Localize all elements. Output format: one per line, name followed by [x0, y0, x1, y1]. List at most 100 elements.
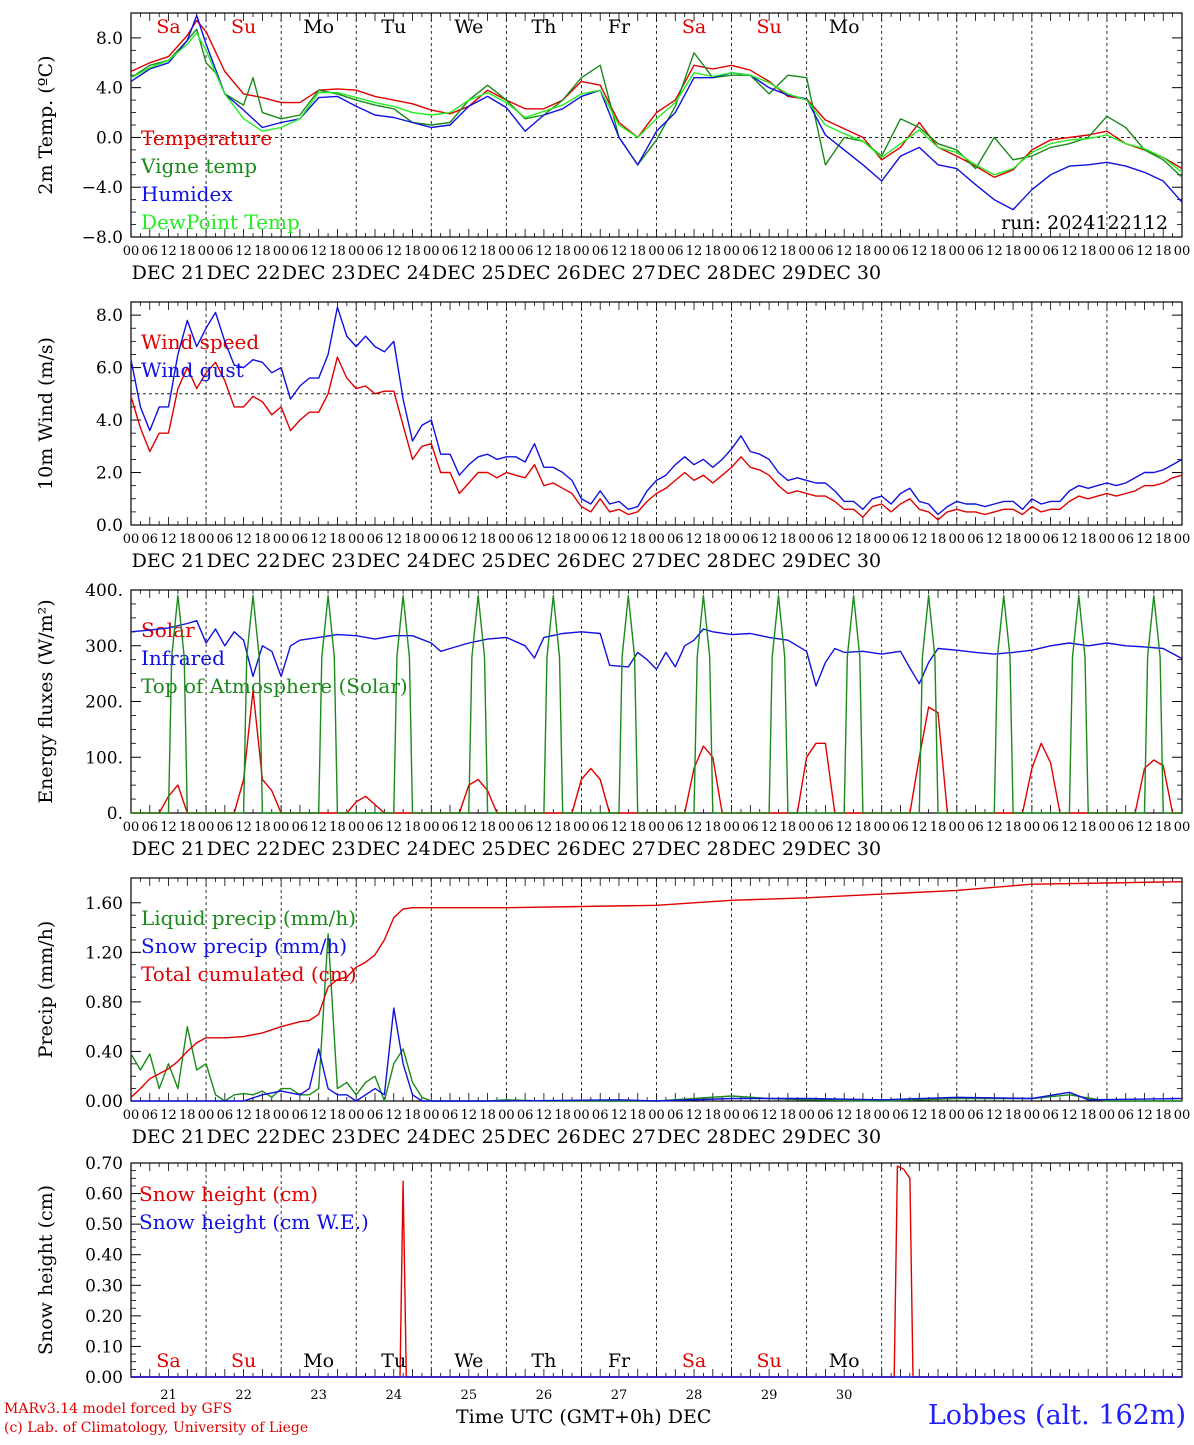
day-number-label: 23	[310, 1388, 327, 1403]
panel-energy: 0.100.200.300.400.Energy fluxes (W/m²) So…	[35, 581, 1190, 860]
day-name-label: Sa	[156, 16, 180, 38]
hour-label: 12	[1136, 820, 1153, 835]
hour-label: 00	[423, 244, 440, 259]
hour-label: 18	[629, 1108, 646, 1123]
hour-label: 12	[1061, 820, 1078, 835]
y-tick-label: 0.70	[85, 1154, 123, 1174]
date-label: DEC 30	[807, 262, 881, 284]
hour-label: 00	[1024, 1108, 1041, 1123]
hour-label: 18	[1155, 532, 1172, 547]
date-label: DEC 21	[132, 838, 206, 860]
hour-label: 18	[179, 820, 196, 835]
date-label: DEC 21	[132, 1126, 206, 1148]
hour-label: 00	[273, 1108, 290, 1123]
hour-label: 00	[198, 820, 215, 835]
hour-label: 18	[1155, 244, 1172, 259]
hour-label: 06	[1042, 532, 1059, 547]
hour-label: 18	[629, 820, 646, 835]
hour-label: 18	[329, 244, 346, 259]
hour-label: 12	[911, 820, 928, 835]
hour-label: 06	[967, 1108, 984, 1123]
day-name-label: We	[454, 16, 483, 38]
hour-label: 06	[967, 244, 984, 259]
hour-label: 18	[179, 532, 196, 547]
hour-label: 00	[498, 1108, 515, 1123]
credit-lab: (c) Lab. of Climatology, University of L…	[4, 1420, 309, 1436]
date-label: DEC 28	[657, 262, 731, 284]
hour-label: 18	[479, 244, 496, 259]
y-tick-label: 0.30	[85, 1276, 123, 1296]
y-axis-label: 2m Temp. (ºC)	[35, 55, 57, 194]
hour-label: 06	[592, 244, 609, 259]
hour-label: 18	[705, 1108, 722, 1123]
hour-label: 06	[1042, 820, 1059, 835]
hour-label: 18	[1080, 244, 1097, 259]
hour-label: 12	[986, 244, 1003, 259]
y-tick-label: 4.0	[96, 411, 123, 431]
hour-label: 00	[423, 820, 440, 835]
hour-label: 06	[742, 820, 759, 835]
hour-label: 06	[1042, 1108, 1059, 1123]
hour-label: 06	[892, 820, 909, 835]
hour-label: 00	[873, 1108, 890, 1123]
date-label: DEC 28	[657, 838, 731, 860]
series-line-liquid-precip-mm-h-	[130, 933, 1182, 1102]
hour-label: 18	[780, 1108, 797, 1123]
hour-label: 12	[986, 1108, 1003, 1123]
hour-label: 12	[461, 820, 478, 835]
hour-label: 12	[686, 1108, 703, 1123]
date-label: DEC 22	[207, 262, 281, 284]
y-tick-label: 8.0	[96, 306, 123, 326]
hour-label: 00	[1174, 244, 1191, 259]
hour-label: 18	[554, 1108, 571, 1123]
day-name-label: Fr	[608, 16, 631, 38]
hour-label: 00	[123, 532, 140, 547]
series-line-temperature	[130, 19, 1183, 178]
date-label: DEC 21	[132, 262, 206, 284]
hour-label: 06	[367, 532, 384, 547]
date-label: DEC 23	[282, 1126, 356, 1148]
hour-label: 12	[1061, 532, 1078, 547]
hour-label: 12	[1061, 1108, 1078, 1123]
meteogram-panels: −8.0 −4.0 0.0 4.0 8.0 2m Temp. (ºC) Temperatur…	[35, 12, 1191, 1403]
hour-label: 12	[836, 532, 853, 547]
legend-entry: Vigne temp	[140, 154, 257, 178]
hour-label: 12	[536, 1108, 553, 1123]
hour-label: 06	[292, 820, 309, 835]
date-label: DEC 22	[207, 550, 281, 572]
y-tick-label: 0.40	[85, 1246, 123, 1266]
hour-label: 12	[836, 244, 853, 259]
hour-label: 00	[348, 532, 365, 547]
hour-label: 18	[855, 244, 872, 259]
hour-label: 06	[442, 1108, 459, 1123]
hour-label: 00	[648, 820, 665, 835]
panel-wind: 0.0 2.0 4.0 6.0 8.0 10m Wind (m/s) Wind speed W…	[35, 301, 1190, 572]
hour-label: 00	[798, 532, 815, 547]
hour-label: 00	[1174, 1108, 1191, 1123]
hour-label: 06	[817, 532, 834, 547]
hour-label: 00	[348, 820, 365, 835]
plot-frame	[130, 589, 1183, 814]
hour-label: 18	[254, 244, 271, 259]
hour-label: 00	[573, 820, 590, 835]
hour-label: 12	[310, 532, 327, 547]
y-tick-label: 0.00	[85, 1368, 123, 1388]
hour-label: 18	[1080, 1108, 1097, 1123]
hour-label: 06	[667, 244, 684, 259]
date-label: DEC 24	[357, 1126, 431, 1148]
hour-label: 18	[1005, 244, 1022, 259]
hour-label: 06	[517, 532, 534, 547]
hour-label: 00	[273, 532, 290, 547]
date-label: DEC 24	[357, 838, 431, 860]
hour-label: 06	[367, 244, 384, 259]
hour-label: 18	[705, 820, 722, 835]
y-tick-label: 300.	[85, 637, 123, 657]
hour-label: 18	[930, 244, 947, 259]
run-label: run: 2024122112	[1001, 212, 1168, 234]
hour-label: 06	[292, 532, 309, 547]
date-label: DEC 24	[357, 550, 431, 572]
legend-entry: Humidex	[141, 182, 233, 206]
hour-label: 18	[1155, 1108, 1172, 1123]
hour-label: 00	[498, 820, 515, 835]
y-tick-label: 0.00	[85, 1092, 123, 1112]
